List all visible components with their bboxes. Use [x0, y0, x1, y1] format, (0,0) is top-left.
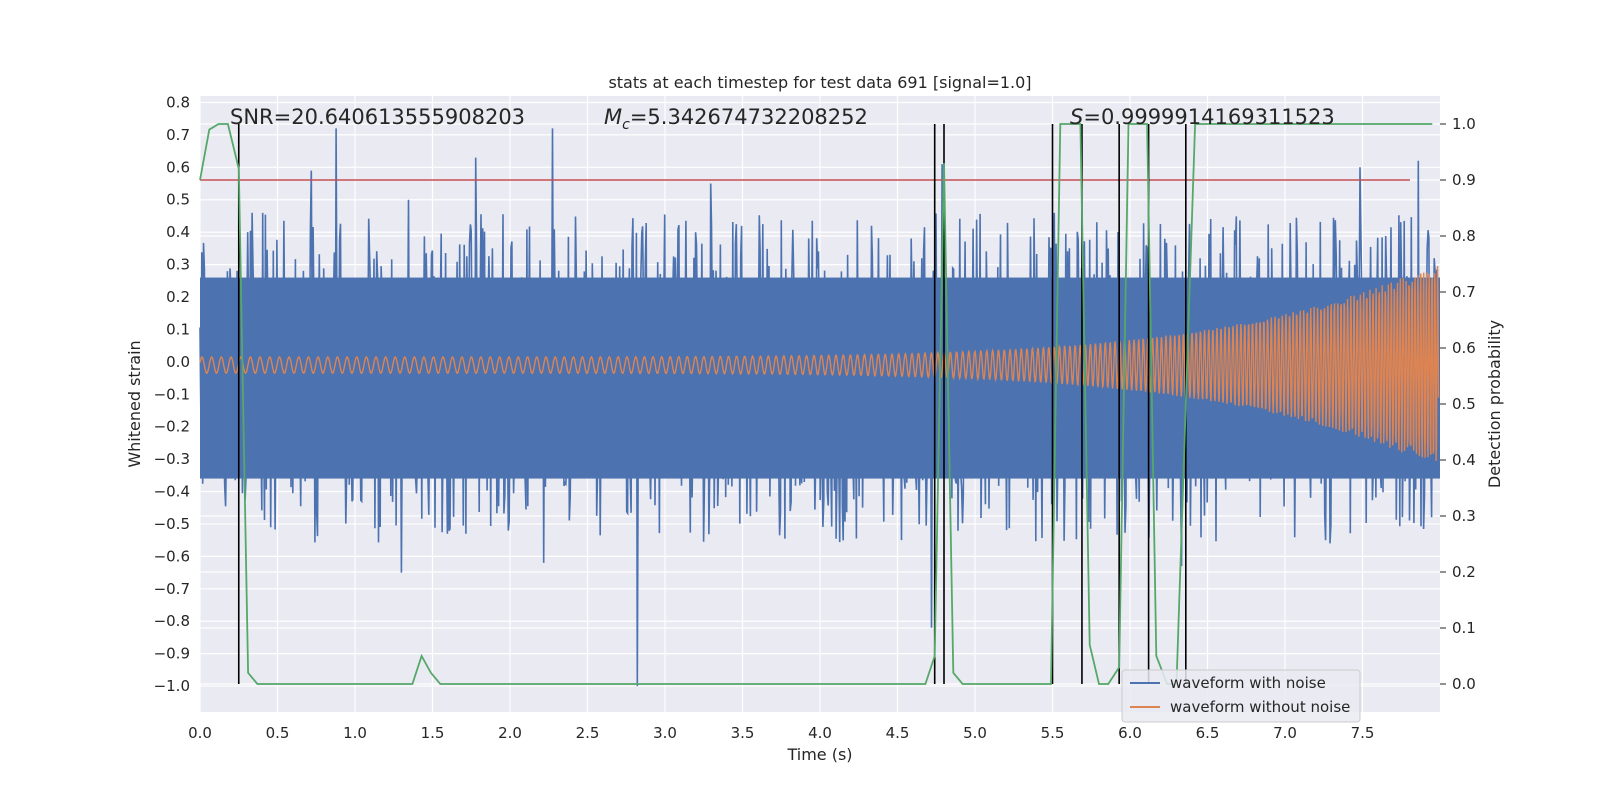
y-tick-label-left: −0.5 [154, 515, 190, 533]
y-tick-label-left: −0.7 [154, 580, 190, 598]
x-tick-label: 2.5 [576, 724, 600, 742]
plot-area [199, 123, 1440, 687]
y-tick-label-left: 0.5 [166, 191, 190, 209]
x-axis-label: Time (s) [786, 745, 852, 764]
legend: waveform with noise waveform without noi… [1121, 669, 1361, 723]
x-tick-label: 7.5 [1351, 724, 1375, 742]
y-tick-label-right: 0.3 [1452, 507, 1476, 525]
chirp-mass-value: =5.342674732208252 [630, 105, 868, 129]
detection-probability-series [199, 123, 1433, 685]
x-tick-label: 6.5 [1196, 724, 1220, 742]
y-tick-label-left: 0.7 [166, 126, 190, 144]
y-tick-label-right: 0.0 [1452, 675, 1476, 693]
legend-label-noisy: waveform with noise [1170, 674, 1326, 692]
y-tick-label-left: −0.6 [154, 547, 190, 565]
y-tick-label-left: 0.8 [166, 93, 190, 111]
y-tick-label-left: 0.4 [166, 223, 190, 241]
chirp-mass-symbol: M [604, 105, 622, 129]
x-tick-label: 7.0 [1273, 724, 1297, 742]
y-tick-label-right: 0.8 [1452, 227, 1476, 245]
y-tick-label-right: 0.6 [1452, 339, 1476, 357]
x-tick-label: 1.5 [421, 724, 445, 742]
legend-box [1121, 669, 1361, 723]
x-tick-labels: 0.0 0.5 1.0 1.5 2.0 2.5 3.0 3.5 4.0 4.5 5.0 5.5 6.0 6… [188, 724, 1374, 742]
x-tick-label: 0.5 [266, 724, 290, 742]
y-tick-label-left: 0.6 [166, 158, 190, 176]
x-tick-label: 2.0 [498, 724, 522, 742]
noisy-waveform-series [199, 128, 1440, 687]
score-symbol: S [1070, 105, 1083, 129]
y-axis-label-left: Whitened strain [125, 340, 144, 467]
y-tick-label-left: 0.1 [166, 320, 190, 338]
y-tick-label-left: −1.0 [154, 677, 190, 695]
detection-probability-line [199, 123, 1433, 685]
x-tick-label: 6.0 [1118, 724, 1142, 742]
y-tick-label-right: 0.5 [1452, 395, 1476, 413]
score-value: =0.9999914169311523 [1083, 105, 1334, 129]
y-tick-label-right: 0.1 [1452, 619, 1476, 637]
y-tick-label-left: 0.3 [166, 256, 190, 274]
legend-label-clean: waveform without noise [1170, 698, 1350, 716]
y-tick-label-left: −0.2 [154, 418, 190, 436]
y-tick-label-left: −0.1 [154, 385, 190, 403]
y-tick-label-right: 0.7 [1452, 283, 1476, 301]
x-tick-label: 4.0 [808, 724, 832, 742]
y-tick-label-right: 0.4 [1452, 451, 1476, 469]
y-tick-label-right: 0.2 [1452, 563, 1476, 581]
y-tick-labels-right: 1.0 0.9 0.8 0.7 0.6 0.5 0.4 0.3 0.2 0.1 0.0 [1440, 115, 1476, 693]
x-tick-label: 5.5 [1041, 724, 1065, 742]
score-annotation: S=0.9999914169311523 [1070, 105, 1335, 129]
x-tick-label: 0.0 [188, 724, 212, 742]
y-tick-label-left: 0.2 [166, 288, 190, 306]
snr-annotation: SNR=20.640613555908203 [230, 105, 525, 129]
y-tick-label-left: −0.9 [154, 645, 190, 663]
x-tick-label: 3.5 [731, 724, 755, 742]
y-tick-label-left: 0.0 [166, 353, 190, 371]
y-tick-label-right: 0.9 [1452, 171, 1476, 189]
chirp-mass-subscript: c [622, 117, 630, 133]
clean-waveform-series [199, 265, 1440, 461]
x-tick-label: 1.0 [343, 724, 367, 742]
x-tick-label: 4.5 [886, 724, 910, 742]
chirp-mass-annotation: Mc=5.342674732208252 [604, 105, 868, 133]
x-tick-label: 5.0 [963, 724, 987, 742]
y-axis-label-right: Detection probability [1485, 320, 1504, 488]
y-tick-labels-left: 0.8 0.7 0.6 0.5 0.4 0.3 0.2 0.1 0.0 −0.1 −0.2 −0.3 −… [154, 93, 190, 695]
y-tick-label-right: 1.0 [1452, 115, 1476, 133]
x-tick-label: 3.0 [653, 724, 677, 742]
chart-title: stats at each timestep for test data 691… [608, 73, 1031, 92]
noisy-waveform-band [200, 277, 1440, 479]
y-tick-label-left: −0.4 [154, 483, 190, 501]
y-tick-label-left: −0.3 [154, 450, 190, 468]
y-tick-label-left: −0.8 [154, 612, 190, 630]
clean-waveform-line [199, 265, 1440, 461]
